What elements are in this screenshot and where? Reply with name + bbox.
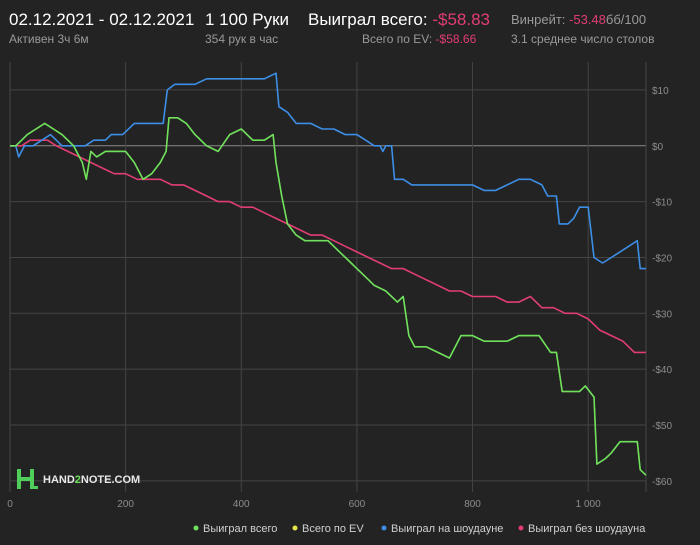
series-line-non_showdown (10, 139, 646, 354)
x-tick-label: 0 (7, 499, 13, 510)
winrate: Винрейт: -53.48бб/100 (511, 12, 646, 27)
y-axis-ticks: $10 $0 -$10 -$20 -$30 -$40 -$50 -$60 (652, 86, 672, 488)
total-ev-label: Всего по EV: (362, 32, 433, 46)
legend-label: Выиграл всего (203, 523, 277, 535)
legend-marker (381, 525, 387, 531)
x-tick-label: 800 (464, 499, 481, 510)
y-tick-label: $0 (652, 142, 664, 153)
total-ev: Всего по EV: -$58.66 (362, 32, 476, 46)
logo-text: HAND2NOTE.COM (43, 474, 140, 486)
winrate-unit: бб/100 (605, 12, 647, 27)
legend-item-showdown[interactable]: Выиграл на шоудауне (381, 523, 504, 535)
stats-header: 02.12.2021 - 02.12.2021 Активен 3ч 6м 1 … (0, 0, 700, 50)
y-tick-label: -$50 (652, 421, 672, 432)
x-axis-ticks: 0 200 400 600 800 1 000 (7, 499, 601, 510)
winrate-value: -53.48 (569, 12, 606, 27)
legend-marker (518, 525, 524, 531)
y-tick-label: -$10 (652, 198, 672, 209)
logo-h-icon (17, 469, 38, 489)
legend-item-non_showdown[interactable]: Выиграл без шоудауна (518, 523, 647, 535)
x-tick-label: 600 (349, 499, 366, 510)
legend-item-ev[interactable]: Всего по EV (292, 523, 365, 535)
series-line-ev (10, 117, 647, 476)
series-lines (10, 72, 647, 476)
legend: Выиграл всего Всего по EV Выиграл на шоуда… (193, 523, 647, 535)
x-tick-label: 400 (233, 499, 250, 510)
legend-marker (193, 525, 199, 531)
series-line-won (10, 117, 647, 476)
total-won: Выиграл всего: -$58.83 (308, 10, 490, 30)
y-tick-label: -$40 (652, 365, 672, 376)
winrate-label: Винрейт: (511, 12, 566, 27)
y-tick-label: $10 (652, 86, 669, 97)
x-tick-label: 1 000 (576, 499, 601, 510)
total-won-value: -$58.83 (432, 10, 491, 29)
hands-per-hour: 354 рук в час (205, 32, 279, 46)
avg-tables: 3.1 среднее число столов (511, 32, 655, 46)
series-line-showdown (10, 72, 646, 270)
date-range: 02.12.2021 - 02.12.2021 (9, 10, 195, 29)
active-time: Активен 3ч 6м (9, 32, 89, 46)
hands-count: 1 100 Руки (205, 10, 290, 29)
x-tick-label: 200 (117, 499, 134, 510)
y-tick-label: -$60 (652, 477, 672, 488)
y-tick-label: -$30 (652, 309, 672, 320)
legend-marker (292, 525, 298, 531)
y-tick-label: -$20 (652, 253, 672, 264)
total-ev-value: -$58.66 (435, 32, 477, 46)
grid (9, 62, 647, 492)
legend-label: Выиграл без шоудауна (528, 523, 646, 535)
legend-label: Всего по EV (302, 523, 364, 535)
legend-label: Выиграл на шоудауне (391, 523, 503, 535)
legend-item-won[interactable]: Выиграл всего (193, 523, 278, 535)
total-won-label: Выиграл всего: (308, 10, 428, 29)
hand2note-logo: HAND2NOTE.COM (17, 469, 140, 489)
